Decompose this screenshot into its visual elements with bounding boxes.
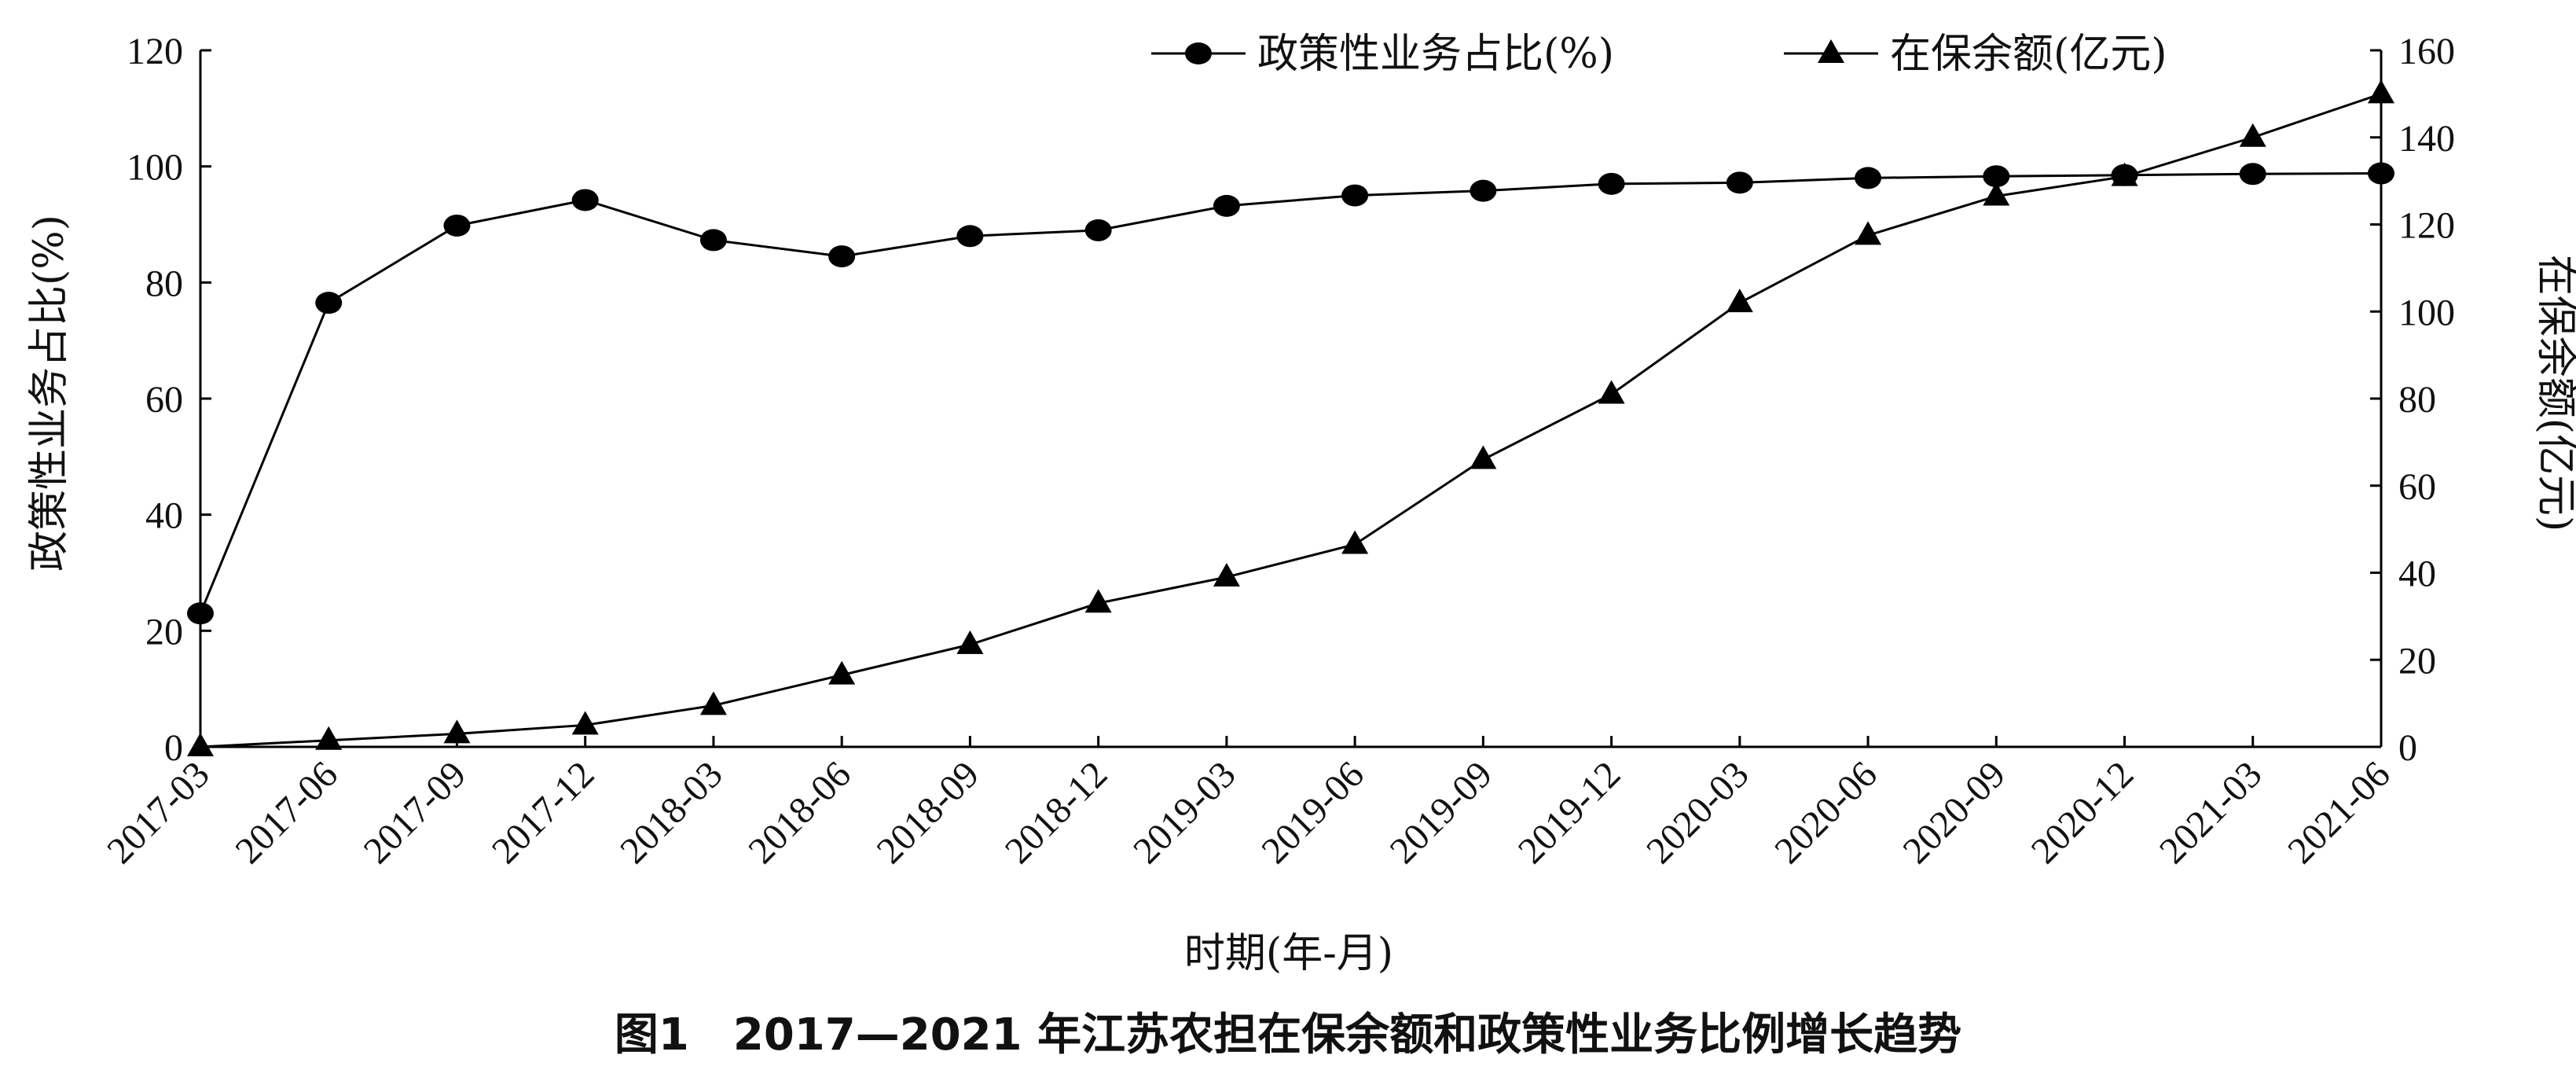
x-tick-label: 2019-12 bbox=[1510, 753, 1629, 872]
data-point bbox=[2368, 162, 2394, 185]
x-tick-label: 2018-12 bbox=[997, 753, 1116, 872]
x-tick-label: 2020-03 bbox=[1638, 753, 1757, 872]
data-point bbox=[1084, 589, 1112, 613]
legend-item-1: 政策性业务占比(%) bbox=[1151, 31, 1614, 78]
y-right-tick-label: 40 bbox=[2398, 553, 2436, 595]
y-right-tick-label: 140 bbox=[2398, 118, 2455, 160]
data-point bbox=[828, 245, 856, 268]
data-point bbox=[187, 602, 214, 625]
data-point bbox=[1983, 182, 2010, 206]
x-tick-label: 2019-09 bbox=[1382, 753, 1501, 872]
data-point bbox=[1470, 179, 1497, 202]
y-right-tick-label: 120 bbox=[2398, 205, 2455, 247]
x-tick-label: 2020-09 bbox=[1895, 753, 2013, 872]
data-point bbox=[1341, 530, 1369, 554]
x-tick-label: 2019-06 bbox=[1253, 753, 1372, 872]
data-point bbox=[1598, 172, 1625, 195]
legend: 政策性业务占比(%) 在保余额(亿元) bbox=[1151, 31, 2167, 78]
y-left-tick-label: 120 bbox=[127, 31, 183, 72]
y-right-tick-label: 60 bbox=[2398, 466, 2436, 508]
x-tick-label: 2018-09 bbox=[869, 753, 988, 872]
data-point bbox=[828, 660, 856, 685]
data-point bbox=[1855, 167, 1882, 189]
legend-label: 在保余额(亿元) bbox=[1890, 31, 2167, 78]
x-tick-label: 2017-12 bbox=[484, 753, 603, 872]
x-tick-label: 2017-09 bbox=[356, 753, 475, 872]
data-point bbox=[443, 214, 471, 237]
y-right-tick-label: 160 bbox=[2398, 31, 2455, 72]
axes: 0 20 40 60 80 100 120 0 20 40 60 80 100 120 140 160 2017… bbox=[99, 31, 2455, 872]
figure-caption: 图1 2017—2021 年江苏农担在保余额和政策性业务比例增长趋势 bbox=[615, 1009, 1961, 1061]
legend-triangle-marker bbox=[1818, 39, 1844, 63]
data-point bbox=[315, 292, 343, 314]
data-point bbox=[1726, 289, 1753, 313]
legend-item-2: 在保余额(亿元) bbox=[1784, 31, 2167, 78]
x-axis-title: 时期(年-月) bbox=[1184, 930, 1393, 977]
data-point bbox=[1341, 184, 1369, 207]
data-point bbox=[1213, 194, 1240, 217]
x-tick-label: 2018-06 bbox=[740, 753, 859, 872]
data-point bbox=[1598, 380, 1625, 404]
x-tick-label: 2017-06 bbox=[227, 753, 346, 872]
data-point bbox=[1470, 445, 1497, 469]
data-point bbox=[2239, 163, 2266, 186]
data-point bbox=[1983, 165, 2010, 188]
y-axis-left-title: 政策性业务占比(%) bbox=[26, 215, 73, 572]
data-point bbox=[187, 733, 214, 756]
y-left-tick-label: 0 bbox=[164, 727, 183, 769]
y-left-tick-label: 40 bbox=[145, 495, 183, 537]
y-left-tick-label: 60 bbox=[145, 379, 183, 421]
x-tick-label: 2017-03 bbox=[99, 753, 218, 872]
x-tick-label: 2018-03 bbox=[612, 753, 731, 872]
x-tick-label: 2019-03 bbox=[1125, 753, 1244, 872]
data-point bbox=[2239, 123, 2266, 147]
data-point bbox=[2111, 162, 2138, 186]
data-point bbox=[1213, 563, 1240, 587]
data-point bbox=[1855, 221, 1882, 245]
data-point bbox=[699, 691, 727, 715]
y-left-tick-label: 20 bbox=[145, 611, 183, 653]
series-layer bbox=[187, 79, 2394, 756]
data-point bbox=[571, 711, 599, 735]
data-point bbox=[956, 630, 984, 654]
y-axis-right-title: 在保余额(亿元) bbox=[2532, 255, 2576, 532]
data-point bbox=[1084, 219, 1112, 241]
data-point bbox=[1726, 171, 1753, 194]
y-right-tick-label: 20 bbox=[2398, 640, 2436, 682]
x-tick-label: 2020-12 bbox=[2024, 753, 2142, 872]
y-right-tick-label: 80 bbox=[2398, 379, 2436, 421]
x-tick-label: 2020-06 bbox=[1767, 753, 1885, 872]
data-point bbox=[699, 229, 727, 252]
data-point bbox=[571, 189, 599, 211]
x-tick-label: 2021-06 bbox=[2280, 753, 2398, 872]
data-point bbox=[956, 225, 984, 248]
y-right-tick-label: 100 bbox=[2398, 292, 2455, 333]
y-left-tick-label: 80 bbox=[145, 263, 183, 304]
y-left-tick-label: 100 bbox=[127, 147, 183, 189]
series-2 bbox=[187, 79, 2394, 756]
legend-label: 政策性业务占比(%) bbox=[1257, 31, 1614, 78]
x-tick-label: 2021-03 bbox=[2152, 753, 2270, 872]
data-point bbox=[2368, 79, 2394, 104]
y-right-tick-label: 0 bbox=[2398, 727, 2417, 769]
series-line bbox=[200, 92, 2382, 748]
legend-circle-marker bbox=[1185, 42, 1212, 64]
data-point bbox=[443, 719, 471, 744]
series-1 bbox=[187, 162, 2394, 625]
data-point bbox=[315, 726, 343, 750]
series-line bbox=[199, 172, 2382, 614]
